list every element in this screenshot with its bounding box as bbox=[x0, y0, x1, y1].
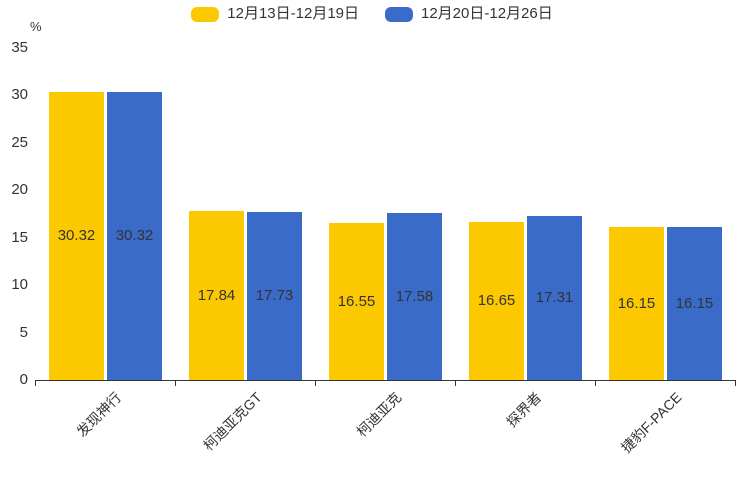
legend-item-week2[interactable]: 12月20日-12月26日 bbox=[385, 5, 553, 23]
y-tick-label: 20 bbox=[11, 181, 28, 198]
bar-1-4[interactable]: 16.15 bbox=[667, 226, 722, 380]
bar-value-label: 16.65 bbox=[477, 292, 516, 310]
bar-0-2[interactable]: 16.55 bbox=[329, 222, 384, 380]
y-tick-label: 25 bbox=[11, 133, 28, 151]
bar-value-label: 16.55 bbox=[337, 292, 376, 310]
x-axis-tick bbox=[315, 380, 316, 386]
bar-value-label: 17.73 bbox=[255, 287, 294, 305]
bar-0-1[interactable]: 17.84 bbox=[189, 210, 244, 380]
bar-1-1[interactable]: 17.73 bbox=[247, 211, 302, 380]
y-tick-label: 10 bbox=[11, 276, 28, 293]
legend-item-week1[interactable]: 12月13日-12月19日 bbox=[191, 5, 359, 23]
bar-1-2[interactable]: 17.58 bbox=[387, 212, 442, 380]
y-tick-label: 15 bbox=[11, 228, 28, 246]
x-axis-tick bbox=[455, 380, 456, 386]
bar-1-3[interactable]: 17.31 bbox=[527, 215, 582, 380]
bar-0-0[interactable]: 30.32 bbox=[49, 91, 104, 380]
category-label: 捷豹F-PACE bbox=[617, 389, 685, 456]
legend-label-week2: 12月20日-12月26日 bbox=[421, 5, 553, 22]
x-axis-tick bbox=[595, 380, 596, 386]
bar-value-label: 17.31 bbox=[535, 289, 574, 307]
bar-value-label: 16.15 bbox=[617, 294, 656, 312]
legend-swatch-week2 bbox=[385, 6, 413, 22]
category-label: 探界者 bbox=[503, 389, 545, 431]
x-axis-tick bbox=[735, 380, 736, 386]
y-tick-label: 5 bbox=[19, 323, 28, 341]
bar-1-0[interactable]: 30.32 bbox=[107, 91, 162, 380]
bar-value-label: 17.84 bbox=[197, 286, 236, 304]
bar-0-3[interactable]: 16.65 bbox=[469, 221, 524, 380]
category-label: 发现神行 bbox=[73, 389, 125, 440]
bar-value-label: 30.32 bbox=[115, 227, 154, 245]
category-label: 柯迪亚克 bbox=[353, 389, 405, 440]
bar-0-4[interactable]: 16.15 bbox=[609, 226, 664, 380]
legend-label-week1: 12月13日-12月19日 bbox=[227, 5, 359, 22]
y-tick-label: 0 bbox=[19, 371, 28, 388]
y-axis-unit-label: % bbox=[30, 19, 42, 34]
legend-swatch-week1 bbox=[191, 6, 220, 22]
bar-value-label: 16.15 bbox=[675, 294, 714, 312]
x-axis-line bbox=[35, 380, 735, 381]
bar-value-label: 30.32 bbox=[57, 227, 96, 245]
bar-value-label: 17.58 bbox=[395, 287, 434, 305]
category-label: 柯迪亚克GT bbox=[199, 389, 265, 454]
y-tick-label: 30 bbox=[11, 86, 28, 103]
x-axis-tick bbox=[35, 380, 36, 386]
x-axis-tick bbox=[175, 380, 176, 386]
chart-legend: 12月13日-12月19日 12月20日-12月26日 bbox=[0, 5, 744, 23]
y-tick-label: 35 bbox=[11, 38, 28, 56]
